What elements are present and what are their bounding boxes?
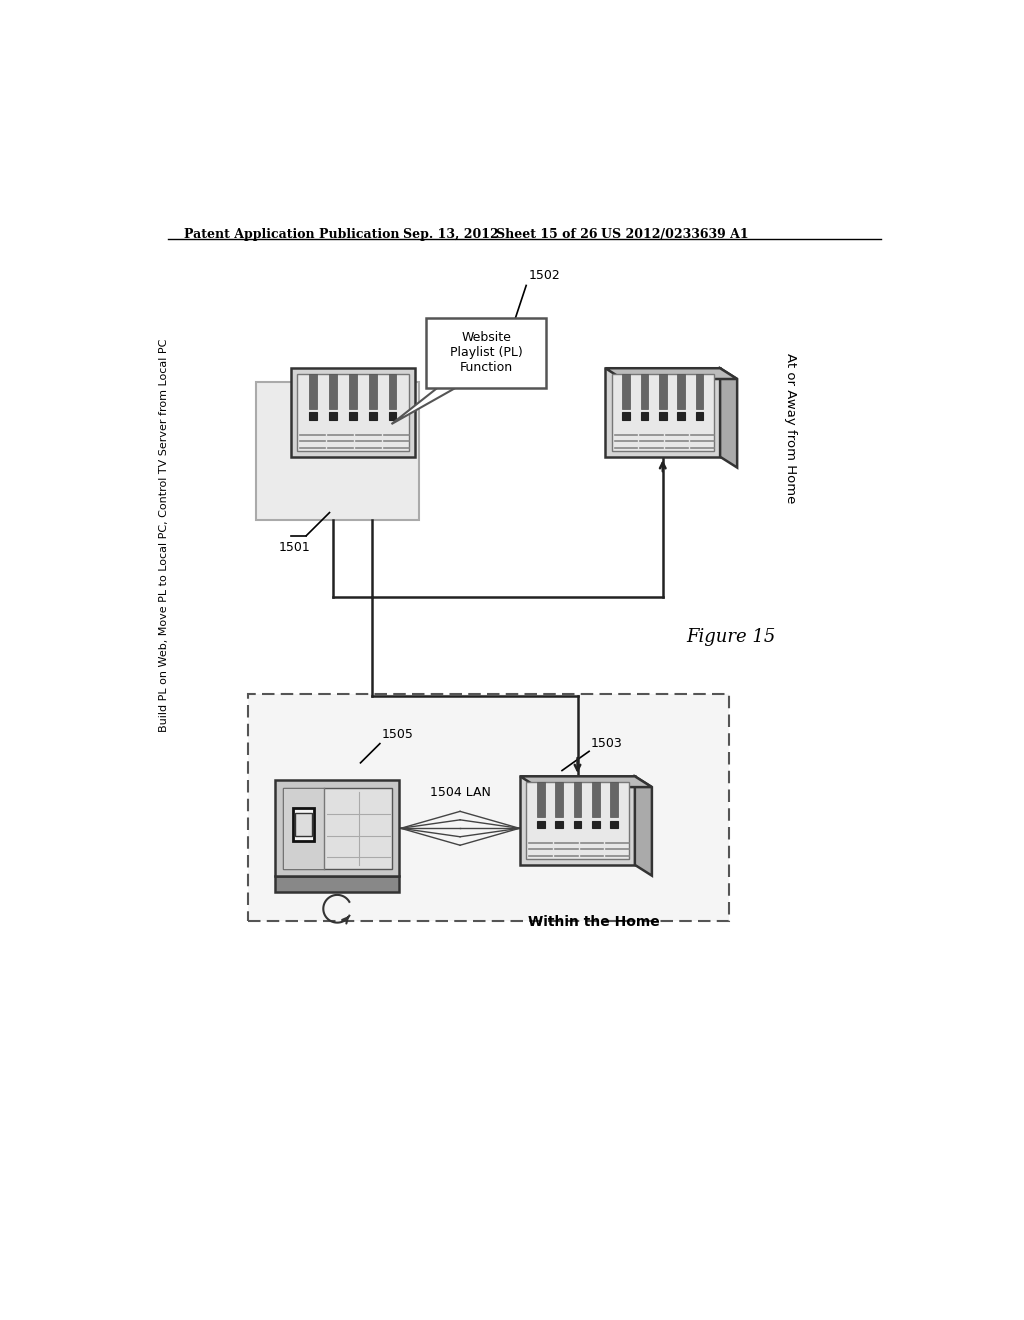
Bar	[291, 368, 415, 457]
Bar	[389, 412, 396, 420]
Bar	[610, 783, 618, 817]
Bar	[349, 412, 356, 420]
Bar	[555, 821, 563, 828]
Text: 1504 LAN: 1504 LAN	[430, 785, 490, 799]
Bar	[623, 375, 630, 409]
Bar	[369, 375, 377, 409]
Text: Website
Playlist (PL)
Function: Website Playlist (PL) Function	[450, 331, 522, 375]
Bar	[641, 375, 648, 409]
Text: At or Away from Home: At or Away from Home	[784, 352, 797, 503]
Text: Sep. 13, 2012: Sep. 13, 2012	[403, 227, 499, 240]
Bar	[369, 412, 377, 420]
Bar	[677, 375, 685, 409]
Bar	[297, 375, 409, 450]
Bar	[592, 821, 600, 828]
Bar	[658, 375, 667, 409]
Bar	[555, 783, 563, 817]
Text: Within the Home: Within the Home	[528, 915, 659, 928]
Polygon shape	[391, 385, 460, 424]
Bar	[611, 375, 714, 450]
Text: 1503: 1503	[591, 737, 623, 750]
Bar	[283, 788, 391, 869]
Text: 1502: 1502	[528, 268, 560, 281]
Bar	[275, 876, 399, 892]
Bar	[275, 780, 399, 876]
Bar	[293, 808, 314, 841]
Bar	[605, 368, 720, 457]
Bar	[592, 783, 600, 817]
Bar	[295, 813, 312, 836]
Text: 1505: 1505	[381, 729, 414, 742]
Bar	[537, 783, 545, 817]
Bar	[256, 381, 419, 520]
Text: US 2012/0233639 A1: US 2012/0233639 A1	[601, 227, 749, 240]
Polygon shape	[605, 368, 737, 379]
Text: Patent Application Publication: Patent Application Publication	[183, 227, 399, 240]
Polygon shape	[520, 776, 652, 787]
Bar	[695, 412, 703, 420]
Bar	[610, 821, 618, 828]
Polygon shape	[635, 776, 652, 875]
Text: Figure 15: Figure 15	[686, 628, 775, 645]
Polygon shape	[720, 368, 737, 467]
Text: Sheet 15 of 26: Sheet 15 of 26	[496, 227, 598, 240]
Bar	[573, 783, 582, 817]
Bar	[329, 375, 337, 409]
Bar	[573, 821, 582, 828]
Bar	[283, 788, 325, 869]
Bar	[389, 375, 396, 409]
Bar	[309, 412, 316, 420]
Bar	[537, 821, 545, 828]
FancyBboxPatch shape	[426, 318, 546, 388]
Bar	[641, 412, 648, 420]
Bar	[526, 783, 629, 859]
Bar	[677, 412, 685, 420]
Bar	[309, 375, 316, 409]
Bar	[658, 412, 667, 420]
Bar	[623, 412, 630, 420]
Text: 1501: 1501	[280, 541, 311, 554]
Bar	[695, 375, 703, 409]
Bar	[329, 412, 337, 420]
Bar	[520, 776, 635, 865]
Bar	[248, 693, 729, 921]
Text: Build PL on Web, Move PL to Local PC, Control TV Server from Local PC: Build PL on Web, Move PL to Local PC, Co…	[160, 339, 169, 733]
Bar	[349, 375, 356, 409]
